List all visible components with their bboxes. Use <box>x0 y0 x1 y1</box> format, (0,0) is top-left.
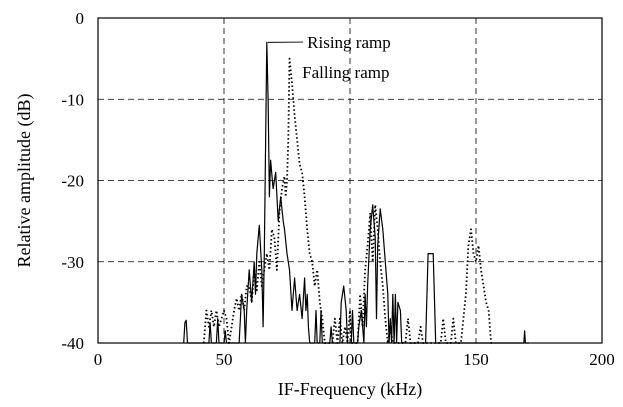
x-tick-label: 200 <box>589 350 615 369</box>
y-tick-label: -40 <box>61 334 84 353</box>
annotation-label: Falling ramp <box>302 63 389 82</box>
plot-series <box>183 41 529 344</box>
y-tick-label: -30 <box>61 253 84 272</box>
x-tick-label: 0 <box>94 350 103 369</box>
x-tick-label: 50 <box>216 350 233 369</box>
x-tick-label: 150 <box>463 350 489 369</box>
y-tick-label: 0 <box>76 9 85 28</box>
x-axis-title: IF-Frequency (kHz) <box>278 379 422 400</box>
y-axis-title: Relative amplitude (dB) <box>14 94 35 268</box>
series-line-1 <box>183 41 529 344</box>
grid-lines <box>98 18 602 343</box>
y-tick-label: -20 <box>61 172 84 191</box>
annotations: Rising ramp Falling ramp <box>267 33 391 82</box>
annotation-label: Rising ramp <box>307 33 391 52</box>
y-tick-label: -10 <box>61 90 84 109</box>
plot-frame <box>97 17 603 344</box>
tick-labels: 0 50 100 150 200 0 -10 -20 -30 -40 <box>61 9 614 369</box>
x-tick-label: 100 <box>337 350 363 369</box>
